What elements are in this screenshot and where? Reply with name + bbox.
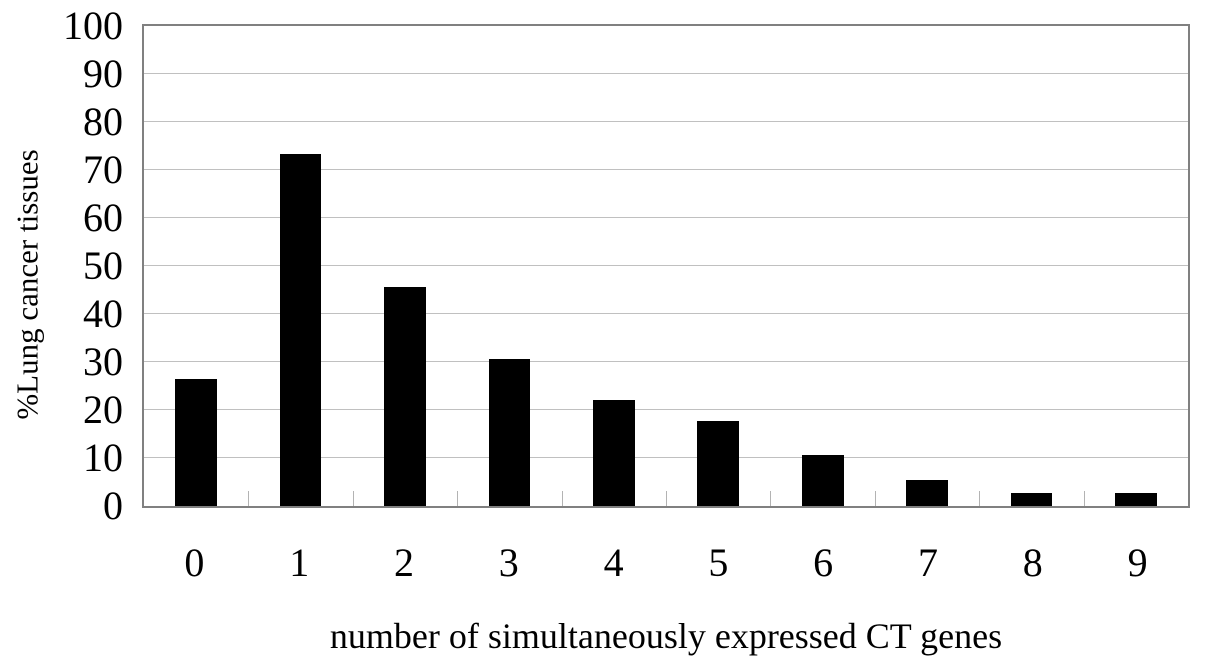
y-tick-label: 30: [83, 339, 123, 384]
bar: [906, 479, 948, 506]
bar-cell: [562, 26, 666, 506]
bar-cell: [248, 26, 352, 506]
category-boundary-tick: [770, 491, 772, 506]
bar-cell: [457, 26, 561, 506]
y-tick-label: 70: [83, 147, 123, 192]
bar: [1114, 492, 1157, 506]
gridline: [144, 169, 1188, 170]
y-tick-label: 100: [63, 3, 123, 48]
gridline: [144, 313, 1188, 314]
gridline: [144, 409, 1188, 410]
category-boundary-tick: [561, 491, 563, 506]
bar: [1010, 492, 1053, 506]
x-tick-label: 2: [393, 540, 414, 585]
y-axis-tick-labels: 0 10 20 30 40 50 60 70 80 90 100: [0, 0, 123, 671]
bar-cell: [979, 26, 1083, 506]
bar-cell: [1084, 26, 1188, 506]
y-tick-label: 50: [83, 243, 123, 288]
gridline: [144, 265, 1188, 266]
bar: [488, 358, 531, 506]
bar: [592, 400, 635, 506]
x-tick-label: 7: [917, 540, 938, 585]
plot-area: [142, 24, 1190, 508]
y-tick-label: 0: [103, 483, 123, 528]
bar-cell: [353, 26, 457, 506]
category-boundary-tick: [979, 491, 981, 506]
gridline: [144, 457, 1188, 458]
y-tick-label: 80: [83, 99, 123, 144]
gridlines: [144, 26, 1188, 506]
gridline: [144, 121, 1188, 122]
bar-cell: [666, 26, 770, 506]
y-tick-label: 90: [83, 51, 123, 96]
bar: [384, 287, 426, 506]
y-tick-label: 20: [83, 387, 123, 432]
x-axis-title: number of simultaneously expressed CT ge…: [329, 616, 1003, 656]
category-boundary-tick: [352, 491, 354, 506]
x-tick-label: 6: [813, 540, 834, 585]
category-boundary-tick: [457, 491, 459, 506]
x-tick-label: 8: [1022, 540, 1043, 585]
category-boundary-ticks: [144, 26, 1188, 506]
x-tick-label: 3: [498, 540, 519, 585]
category-boundary-tick: [1083, 491, 1085, 506]
bar-cell: [770, 26, 874, 506]
bar-series: [144, 26, 1188, 506]
category-boundary-tick: [666, 491, 667, 506]
bar: [279, 153, 322, 506]
bar: [801, 455, 844, 506]
gridline: [144, 217, 1188, 218]
x-tick-label: 9: [1127, 540, 1148, 585]
x-tick-label: 1: [289, 540, 310, 585]
category-boundary-tick: [248, 491, 250, 506]
x-tick-label: 0: [184, 540, 205, 585]
y-tick-label: 60: [83, 195, 123, 240]
bar-cell: [875, 26, 979, 506]
gridline: [144, 361, 1188, 362]
x-tick-label: 4: [603, 540, 624, 585]
x-axis-tick-labels: 0 1 2 3 4 5 6 7 8 9: [142, 543, 1190, 583]
category-boundary-tick: [874, 491, 876, 506]
bar-cell: [144, 26, 248, 506]
gridline: [144, 73, 1188, 74]
x-tick-label: 5: [708, 540, 729, 585]
bar: [175, 378, 218, 506]
y-tick-label: 10: [83, 435, 123, 480]
y-tick-label: 40: [83, 291, 123, 336]
bar: [697, 420, 740, 506]
